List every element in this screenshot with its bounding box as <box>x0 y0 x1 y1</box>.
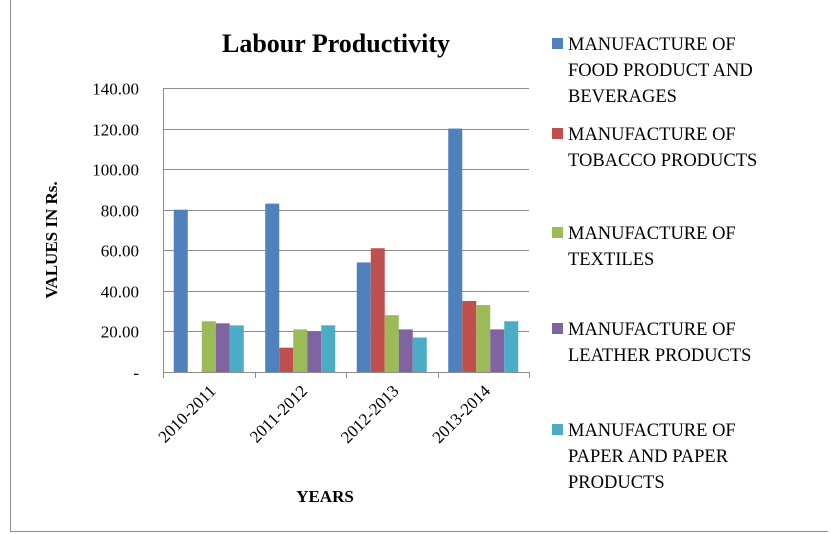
bar <box>307 331 322 372</box>
bars <box>173 128 519 372</box>
bar <box>384 315 399 372</box>
y-tick-label: 80.00 <box>101 202 139 221</box>
bar <box>265 203 280 372</box>
bar <box>321 325 336 372</box>
legend-swatch <box>552 424 563 435</box>
x-tick-label: 2011-2012 <box>246 381 311 446</box>
legend-swatch <box>552 227 563 238</box>
legend-swatch <box>552 323 563 334</box>
legend-label: MANUFACTURE OF <box>568 320 736 340</box>
y-tick-label: 60.00 <box>101 242 139 261</box>
bar <box>398 329 413 372</box>
bar <box>201 321 216 372</box>
y-tick-label: 140.00 <box>92 80 139 99</box>
bar <box>229 325 244 372</box>
legend-label: MANUFACTURE OF <box>568 421 736 441</box>
chart-frame <box>10 0 828 532</box>
y-tick-label: 100.00 <box>92 161 139 180</box>
y-tick-labels: - 20.00 40.00 60.00 80.00 100.00 120.00 140.00 <box>92 80 139 383</box>
x-tick-labels: 2010-2011 2011-2012 2012-2013 2013-2014 <box>155 381 495 447</box>
bar <box>356 262 371 372</box>
x-axis-title: YEARS <box>296 487 354 506</box>
bar <box>215 323 230 372</box>
y-tick-label: 20.00 <box>101 323 139 342</box>
y-axis-title: VALUES IN Rs. <box>42 181 61 298</box>
legend-label: MANUFACTURE OF <box>568 224 736 244</box>
bar <box>370 248 385 372</box>
legend-label: LEATHER PRODUCTS <box>568 346 751 366</box>
legend-label: PRODUCTS <box>568 473 665 493</box>
legend-label: TOBACCO PRODUCTS <box>568 151 757 171</box>
bar <box>476 305 491 372</box>
bar <box>490 329 505 372</box>
bar <box>504 321 519 372</box>
gridlines <box>163 88 529 332</box>
legend-label: MANUFACTURE OF <box>568 125 736 145</box>
x-tick-label: 2012-2013 <box>337 381 403 447</box>
legend-label: BEVERAGES <box>568 87 677 107</box>
legend-label: FOOD PRODUCT AND <box>568 61 753 81</box>
legend: MANUFACTURE OF FOOD PRODUCT AND BEVERAGES M… <box>552 35 757 493</box>
y-tick-label: 40.00 <box>101 283 139 302</box>
legend-label: MANUFACTURE OF <box>568 35 736 55</box>
bar <box>412 337 427 372</box>
y-tick-label: 120.00 <box>92 121 139 140</box>
legend-label: PAPER AND PAPER <box>568 447 729 467</box>
bar <box>293 329 308 372</box>
bar <box>462 301 477 372</box>
y-tick-label: - <box>133 364 139 383</box>
bar <box>173 209 188 372</box>
axes <box>163 88 530 378</box>
legend-label: TEXTILES <box>568 250 654 270</box>
x-tick-label: 2010-2011 <box>155 381 220 446</box>
chart-title: Labour Productivity <box>222 29 450 58</box>
bar <box>448 128 463 372</box>
legend-swatch <box>552 128 563 139</box>
legend-swatch <box>552 38 563 49</box>
x-tick-label: 2013-2014 <box>429 381 495 447</box>
bar <box>279 347 294 372</box>
